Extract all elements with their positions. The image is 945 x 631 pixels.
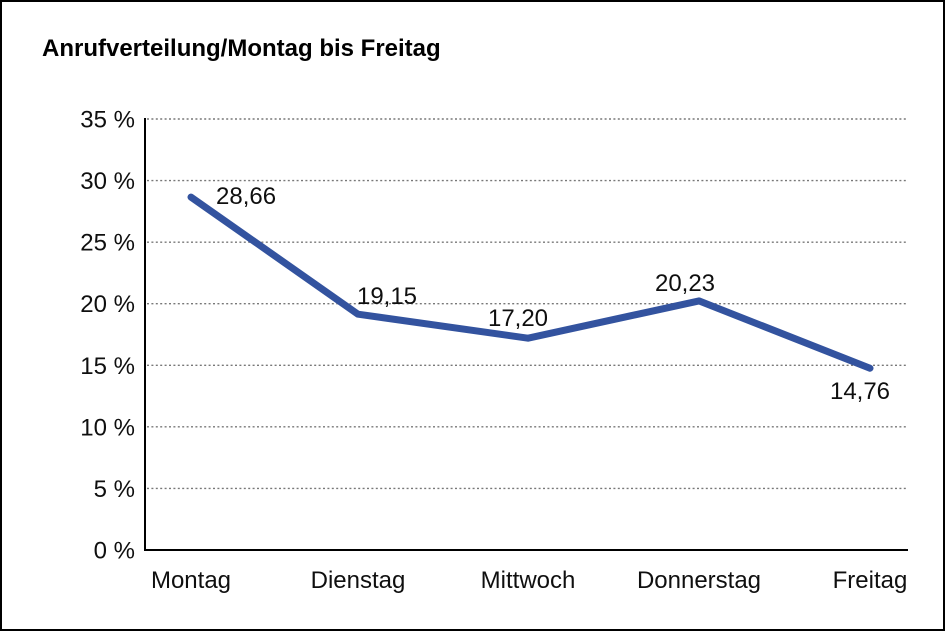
y-tick-label-20: 20 %	[80, 291, 135, 318]
data-point-label-donnerstag: 20,23	[655, 270, 715, 297]
y-tick-label-10: 10 %	[80, 414, 135, 441]
y-tick-label-0: 0 %	[94, 538, 135, 565]
data-point-label-mittwoch: 17,20	[488, 305, 548, 332]
x-category-label-freitag: Freitag	[833, 567, 908, 594]
x-category-label-donnerstag: Donnerstag	[637, 567, 761, 594]
data-point-label-montag: 28,66	[216, 183, 276, 210]
y-tick-label-30: 30 %	[80, 168, 135, 195]
x-category-label-montag: Montag	[151, 567, 231, 594]
data-point-label-freitag: 14,76	[830, 378, 890, 405]
y-tick-label-5: 5 %	[94, 476, 135, 503]
y-tick-label-25: 25 %	[80, 230, 135, 257]
x-category-label-dienstag: Dienstag	[311, 567, 406, 594]
data-point-label-dienstag: 19,15	[357, 283, 417, 310]
y-tick-label-15: 15 %	[80, 353, 135, 380]
data-line	[187, 193, 874, 372]
y-tick-label-35: 35 %	[80, 107, 135, 134]
chart-title: Anrufverteilung/Montag bis Freitag	[42, 35, 441, 62]
x-category-label-mittwoch: Mittwoch	[481, 567, 576, 594]
